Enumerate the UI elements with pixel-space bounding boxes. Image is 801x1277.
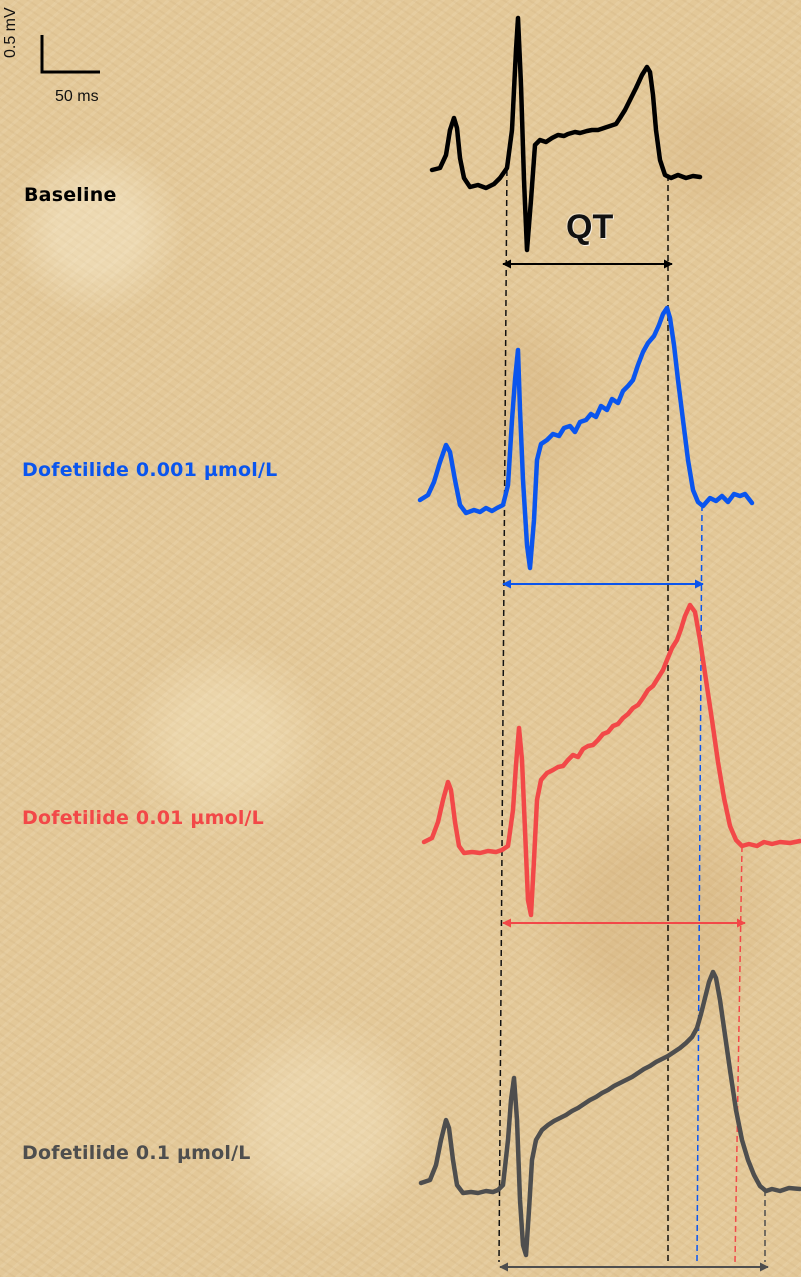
blue-t-end-line (696, 504, 703, 1263)
ecg-trace-dofetilide-001 (421, 602, 801, 918)
trace-label-dofetilide-001: Dofetilide 0.01 µmol/L (22, 807, 264, 829)
scale-bar (40, 35, 100, 74)
qt-label: QT (566, 208, 614, 246)
red-t-end-line (734, 845, 743, 1263)
ecg-trace-dofetilide-01 (418, 969, 801, 1258)
scale-voltage-label: 0.5 mV (2, 7, 19, 58)
trace-label-dofetilide-0001: Dofetilide 0.001 µmol/L (22, 459, 278, 481)
trace-label-dofetilide-01: Dofetilide 0.1 µmol/L (22, 1142, 251, 1164)
q-onset-line (498, 159, 508, 1263)
ecg-trace-baseline (429, 15, 703, 253)
reference-lines (498, 159, 766, 1263)
scale-time-label: 50 ms (55, 88, 99, 105)
ecg-trace-dofetilide-0001 (417, 305, 755, 571)
trace-label-baseline: Baseline (24, 184, 117, 206)
